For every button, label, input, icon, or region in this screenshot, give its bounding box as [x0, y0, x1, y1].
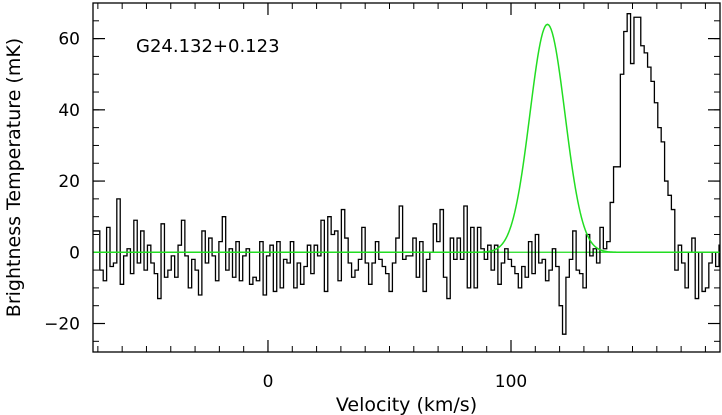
x-tick-label: 0 [263, 372, 274, 392]
minor-ticks [93, 2, 720, 352]
y-tick-label: −20 [44, 315, 80, 335]
y-tick-label: 60 [58, 30, 80, 50]
tick-labels: 0 100 −20 0 20 40 60 [44, 30, 527, 392]
source-name-annotation: G24.132+0.123 [136, 36, 280, 57]
x-tick-label: 100 [495, 372, 527, 392]
gaussian-fit-curve [93, 23, 720, 254]
spectrum-step-line [93, 13, 720, 335]
y-axis-label: Brightness Temperature (mK) [3, 38, 25, 317]
x-axis-label: Velocity (km/s) [336, 394, 477, 415]
plot-frame [92, 2, 721, 353]
y-tick-label: 0 [69, 243, 80, 263]
y-tick-label: 20 [58, 172, 80, 192]
y-tick-label: 40 [58, 101, 80, 121]
